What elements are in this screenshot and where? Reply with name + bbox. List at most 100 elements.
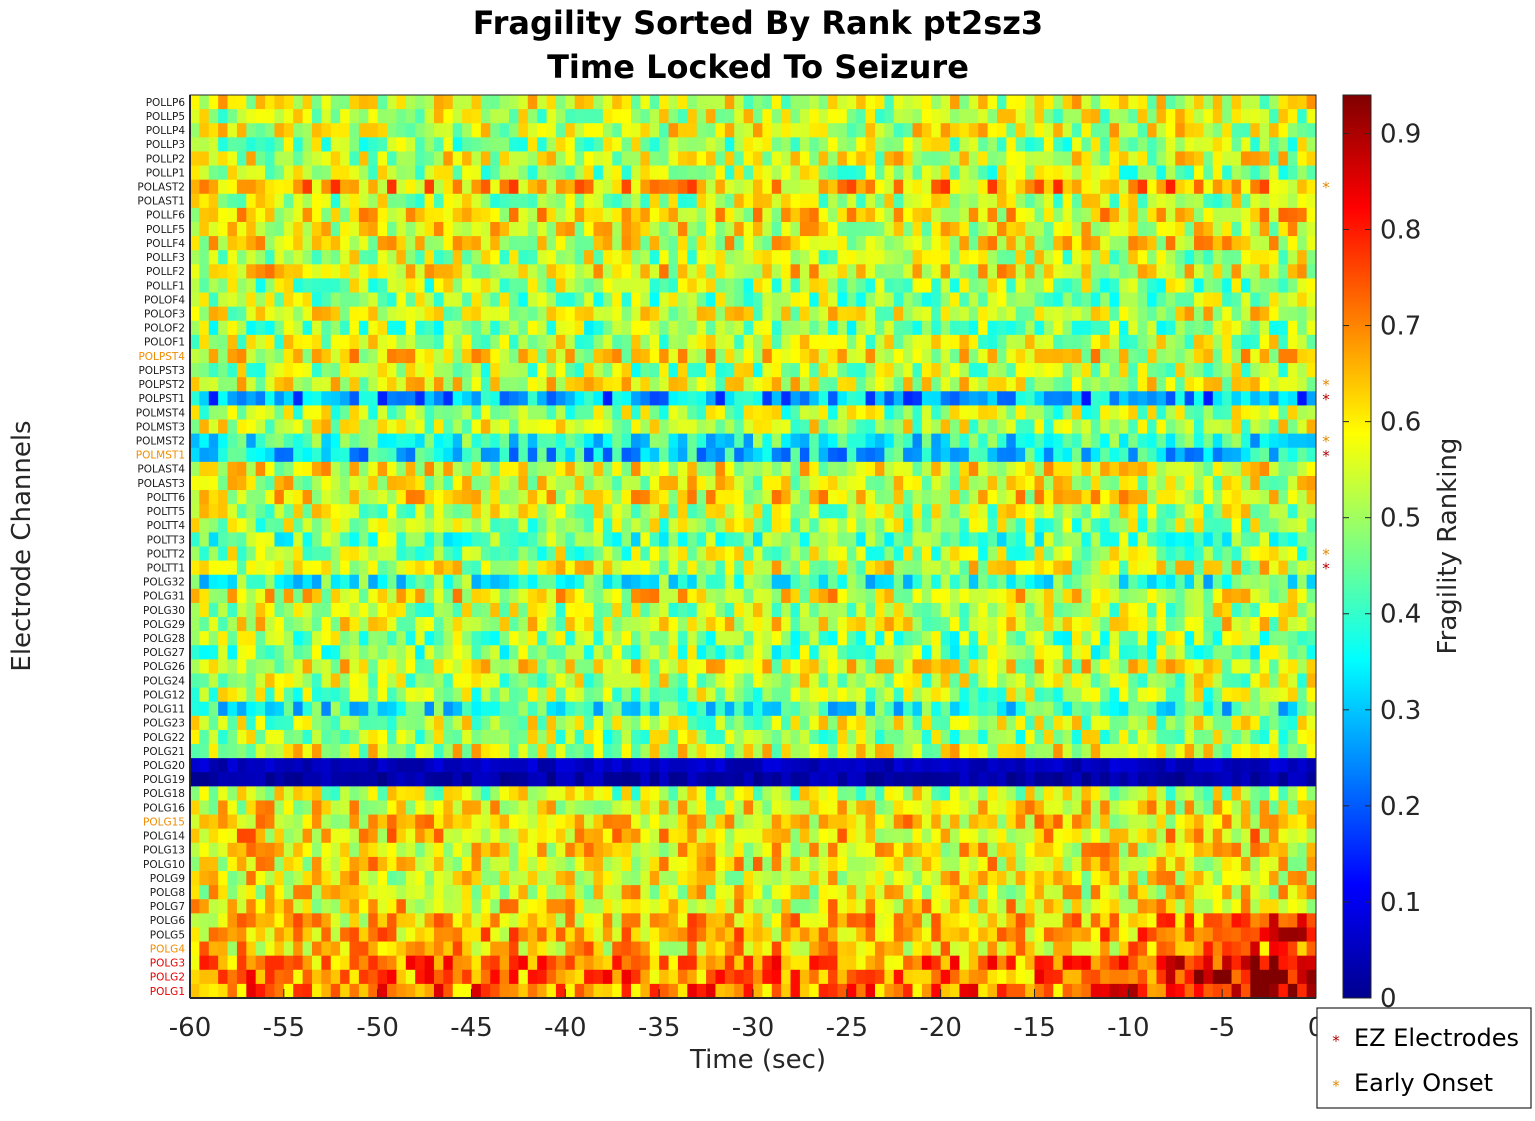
heat-cell	[781, 490, 791, 505]
heat-cell	[1203, 377, 1214, 392]
heat-cell	[265, 306, 275, 322]
heat-cell	[828, 221, 838, 237]
heat-cell	[208, 95, 219, 110]
heat-cell	[490, 405, 501, 420]
heat-cell	[978, 165, 988, 181]
heat-cell	[1006, 109, 1017, 124]
heat-cell	[612, 405, 623, 420]
heat-cell	[1278, 348, 1289, 364]
heat-cell	[330, 504, 341, 519]
heat-cell	[1128, 377, 1139, 392]
heat-cell	[1203, 363, 1214, 378]
heat-cell	[1231, 518, 1242, 533]
heat-cell	[387, 123, 397, 138]
heat-cell	[893, 645, 904, 660]
heat-cell	[593, 151, 604, 166]
heat-cell	[790, 179, 801, 195]
heat-cell	[199, 419, 210, 435]
heat-cell	[1165, 264, 1176, 279]
heat-cell	[499, 490, 510, 505]
heat-cell	[865, 588, 876, 604]
heat-cell	[828, 659, 838, 674]
heat-cell	[846, 490, 857, 505]
heat-cell	[1278, 236, 1289, 251]
heat-cell	[1118, 165, 1129, 181]
heat-cell	[358, 447, 369, 463]
heat-cell	[996, 617, 1007, 632]
heat-cell	[302, 377, 313, 392]
heat-cell	[903, 236, 913, 251]
heat-cell	[762, 348, 773, 364]
heat-cell	[565, 137, 576, 152]
heat-cell	[1081, 645, 1092, 660]
heat-cell	[311, 490, 322, 505]
heat-cell	[368, 292, 379, 308]
heat-cell	[809, 123, 820, 138]
heat-cell	[903, 207, 913, 223]
heat-cell	[218, 532, 228, 547]
heat-cell	[884, 363, 895, 378]
heat-cell	[358, 518, 369, 533]
heat-cell	[696, 574, 707, 590]
heat-cell	[405, 546, 416, 562]
heat-cell	[706, 165, 716, 181]
heat-cell	[950, 193, 960, 209]
heat-cell	[274, 461, 285, 477]
heat-cell	[555, 109, 566, 124]
heat-cell	[612, 137, 623, 152]
heat-cell	[1184, 264, 1195, 279]
heat-cell	[846, 95, 857, 110]
heat-cell	[265, 490, 275, 505]
heat-cell	[1259, 546, 1270, 562]
heat-cell	[856, 363, 866, 378]
heat-cell	[799, 588, 810, 604]
heat-cell	[818, 363, 829, 378]
heat-cell	[1222, 278, 1232, 293]
heat-cell	[1053, 306, 1064, 322]
heat-cell	[799, 123, 810, 138]
heat-cell	[208, 391, 219, 406]
heat-cell	[1250, 447, 1261, 463]
heat-cell	[612, 95, 623, 110]
heat-cell	[527, 461, 538, 477]
heat-cell	[715, 179, 726, 195]
heat-cell	[274, 377, 285, 392]
heat-cell	[1278, 207, 1289, 223]
heat-cell	[1240, 518, 1251, 533]
heat-cell	[978, 250, 988, 265]
heat-cell	[856, 391, 866, 406]
heat-cell	[884, 461, 895, 477]
heat-cell	[537, 504, 547, 519]
heat-cell	[659, 306, 669, 322]
heat-cell	[565, 447, 576, 463]
heat-cell	[781, 588, 791, 604]
heat-cell	[950, 532, 960, 547]
heat-cell	[715, 560, 726, 576]
heat-cell	[396, 377, 407, 392]
heat-cell	[490, 250, 501, 265]
heat-cell	[199, 391, 210, 406]
heat-cell	[471, 207, 482, 223]
heat-cell	[302, 95, 313, 110]
heat-cell	[509, 151, 519, 166]
heat-cell	[471, 532, 482, 547]
heat-cell	[781, 292, 791, 308]
heat-cell	[1250, 560, 1261, 576]
heat-cell	[1231, 475, 1242, 491]
heat-cell	[218, 278, 228, 293]
heat-cell	[724, 363, 735, 378]
heat-cell	[1043, 475, 1054, 491]
heat-cell	[236, 617, 247, 632]
heat-cell	[1006, 419, 1017, 435]
heat-cell	[1109, 363, 1120, 378]
heat-cell	[1297, 631, 1308, 646]
heat-cell	[565, 617, 576, 632]
heat-cell	[1203, 250, 1214, 265]
heat-cell	[546, 320, 557, 336]
heat-cell	[255, 221, 266, 237]
heat-cell	[1072, 179, 1082, 195]
heat-cell	[640, 574, 651, 590]
heat-cell	[640, 250, 651, 265]
heat-cell	[846, 419, 857, 435]
heat-cell	[1175, 433, 1186, 449]
